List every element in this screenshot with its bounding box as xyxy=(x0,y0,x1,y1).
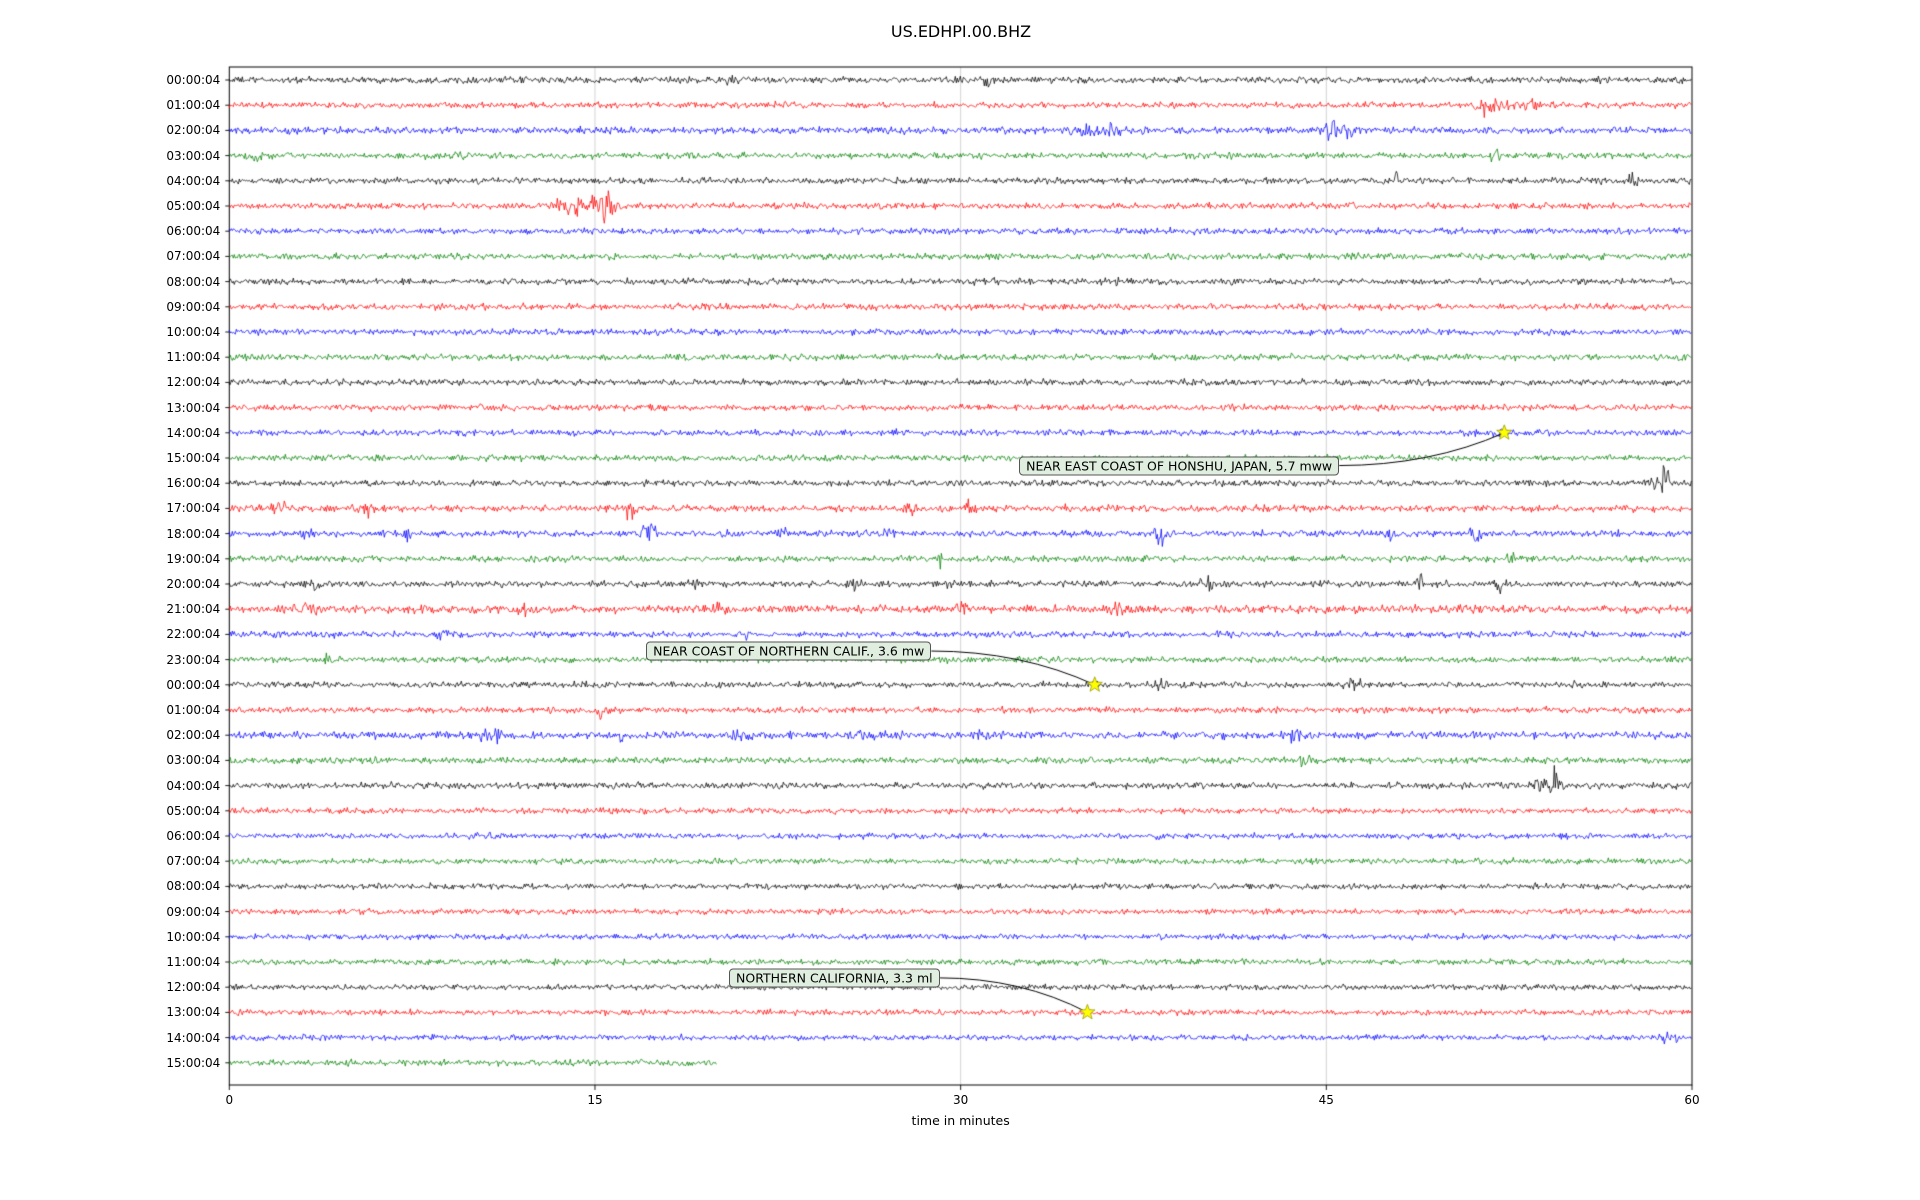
trace-label: 16:00:04 xyxy=(166,476,221,491)
trace-label: 04:00:04 xyxy=(166,778,221,793)
trace-label: 03:00:04 xyxy=(166,753,221,768)
x-tick-label: 15 xyxy=(587,1093,603,1107)
trace-label: 02:00:04 xyxy=(166,123,221,138)
trace-label: 00:00:04 xyxy=(166,677,221,692)
trace-label: 13:00:04 xyxy=(166,1005,221,1020)
trace-label: 02:00:04 xyxy=(166,728,221,743)
trace-label: 07:00:04 xyxy=(166,854,221,869)
x-tick-label: 60 xyxy=(1684,1093,1700,1107)
trace-label: 13:00:04 xyxy=(166,400,221,415)
trace-label: 06:00:04 xyxy=(166,224,221,239)
trace-label: 12:00:04 xyxy=(166,980,221,995)
trace-label: 15:00:04 xyxy=(166,1055,221,1070)
trace-label: 15:00:04 xyxy=(166,451,221,465)
trace-label: 14:00:04 xyxy=(166,1030,221,1045)
trace-label: 08:00:04 xyxy=(166,274,221,289)
trace-label: 04:00:04 xyxy=(166,173,221,188)
trace-label: 11:00:04 xyxy=(166,955,221,969)
trace-label: 01:00:04 xyxy=(166,703,221,717)
trace-label: 05:00:04 xyxy=(166,199,221,213)
trace-label: 22:00:04 xyxy=(166,627,221,642)
event-annotation: NORTHERN CALIFORNIA, 3.3 ml xyxy=(729,968,940,988)
trace-label: 08:00:04 xyxy=(166,879,221,894)
event-annotation: NEAR EAST COAST OF HONSHU, JAPAN, 5.7 mw… xyxy=(1019,456,1340,476)
trace-label: 21:00:04 xyxy=(166,602,221,617)
x-axis-label: time in minutes xyxy=(911,1113,1010,1128)
trace-label: 01:00:04 xyxy=(166,98,221,113)
trace-label: 07:00:04 xyxy=(166,249,221,264)
trace-label: 05:00:04 xyxy=(166,803,221,818)
x-tick-label: 0 xyxy=(225,1093,234,1107)
trace-label: 09:00:04 xyxy=(166,299,221,314)
trace-label: 10:00:04 xyxy=(166,929,221,944)
event-annotation: NEAR COAST OF NORTHERN CALIF., 3.6 mw xyxy=(646,641,932,661)
trace-label: 19:00:04 xyxy=(166,551,221,566)
trace-label: 20:00:04 xyxy=(166,577,221,591)
trace-label: 18:00:04 xyxy=(166,526,221,541)
trace-label: 10:00:04 xyxy=(166,325,221,339)
trace-label: 12:00:04 xyxy=(166,375,221,390)
x-tick-label: 45 xyxy=(1318,1093,1334,1107)
trace-label: 00:00:04 xyxy=(166,73,221,87)
trace-label: 11:00:04 xyxy=(166,350,221,365)
plot-title: US.EDHPI.00.BHZ xyxy=(890,22,1032,41)
trace-label: 09:00:04 xyxy=(166,904,221,919)
trace-label: 17:00:04 xyxy=(166,501,221,516)
trace-label: 23:00:04 xyxy=(166,652,221,667)
trace-label: 14:00:04 xyxy=(166,425,221,440)
x-tick-label: 30 xyxy=(953,1093,969,1107)
trace-label: 06:00:04 xyxy=(166,829,221,843)
trace-label: 03:00:04 xyxy=(166,148,221,163)
